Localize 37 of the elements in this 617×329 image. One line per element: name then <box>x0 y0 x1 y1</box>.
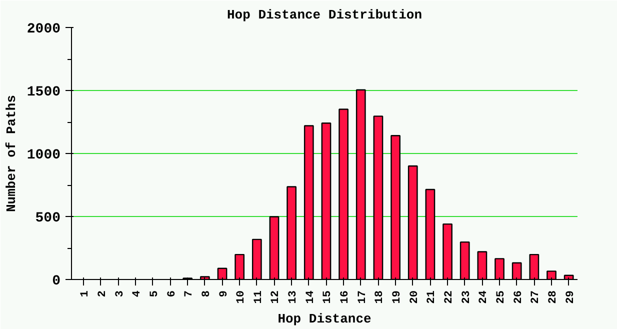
x-tick-label: 10 <box>236 290 248 304</box>
x-tick-label: 15 <box>322 290 334 304</box>
x-tick-label: 5 <box>148 290 161 298</box>
x-tick-label: 3 <box>114 290 126 298</box>
x-tick-label: 28 <box>548 290 560 304</box>
x-tick-label: 18 <box>374 290 386 304</box>
x-tick-label: 19 <box>392 290 404 304</box>
x-tick-label: 21 <box>426 290 438 304</box>
x-tick-label: 24 <box>478 290 490 304</box>
y-tick-label: 0 <box>52 274 61 290</box>
x-tick-label: 9 <box>218 290 230 298</box>
x-tick-label: 8 <box>200 290 213 298</box>
x-tick-label: 29 <box>564 290 577 304</box>
x-tick-label: 22 <box>444 290 456 304</box>
y-axis-title: Number of Paths <box>4 94 19 212</box>
x-tick-label: 6 <box>166 290 178 298</box>
x-tick-label: 14 <box>304 290 317 304</box>
x-tick-label: 1 <box>80 290 92 298</box>
x-tick-label: 25 <box>496 290 508 304</box>
x-tick-label: 7 <box>184 290 196 298</box>
x-tick-label: 27 <box>530 290 542 304</box>
x-tick-label: 11 <box>252 290 265 304</box>
y-tick-label: 1500 <box>26 84 61 100</box>
y-tick-label: 2000 <box>26 22 61 38</box>
x-axis-title: Hop Distance <box>278 312 372 327</box>
x-tick-label: 17 <box>356 290 369 304</box>
x-tick-label: 4 <box>132 290 144 298</box>
y-tick-label: 500 <box>35 210 61 226</box>
y-tick-label: 1000 <box>26 148 61 164</box>
x-tick-label: 13 <box>288 290 300 304</box>
x-tick-label: 16 <box>340 290 352 304</box>
x-tick-label: 2 <box>96 290 109 298</box>
x-tick-label: 12 <box>270 290 282 304</box>
x-tick-label: 26 <box>512 290 525 304</box>
x-tick-label: 20 <box>408 290 421 304</box>
x-tick-label: 23 <box>460 290 473 304</box>
chart-title: Hop Distance Distribution <box>226 8 422 22</box>
